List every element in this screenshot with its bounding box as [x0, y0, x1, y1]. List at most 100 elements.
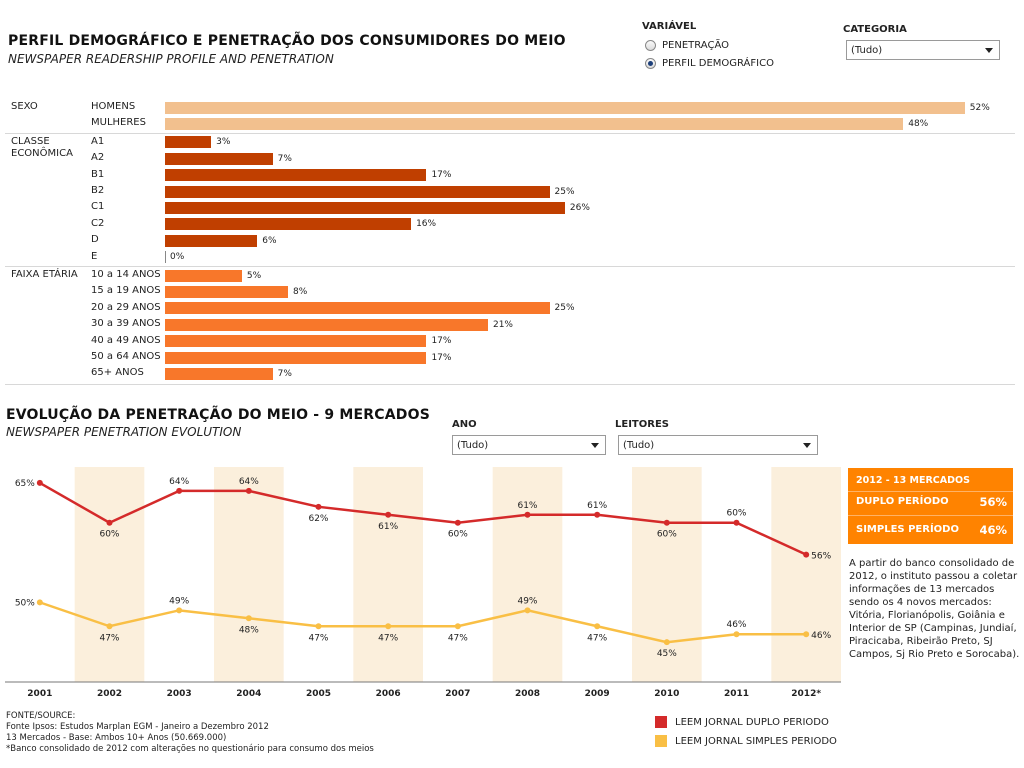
bar-value-label: 25% — [554, 303, 575, 314]
data-label: 56% — [811, 552, 831, 562]
radio-perfil-demografico[interactable]: PERFIL DEMOGRÁFICO — [645, 58, 774, 69]
data-point[interactable] — [385, 511, 392, 518]
chevron-down-icon — [591, 442, 599, 448]
data-point[interactable] — [663, 519, 670, 526]
info-box-header: 2012 - 13 MERCADOS — [856, 475, 970, 486]
x-tick-label: 2004 — [236, 689, 261, 699]
categoria-select[interactable]: (Tudo) — [846, 40, 1000, 60]
year-band — [74, 467, 145, 682]
group-divider — [5, 132, 1015, 134]
x-tick-label: 2006 — [376, 689, 401, 699]
bar-value-label: 17% — [431, 352, 452, 363]
leitores-select[interactable]: (Tudo) — [618, 435, 818, 455]
data-label: 62% — [308, 514, 328, 524]
bar-label: A2 — [91, 152, 105, 164]
bar[interactable] — [165, 335, 427, 348]
bar[interactable] — [165, 285, 289, 298]
bar[interactable] — [165, 101, 965, 114]
bar[interactable] — [165, 201, 565, 214]
data-point[interactable] — [594, 623, 601, 630]
data-label: 60% — [448, 530, 468, 540]
bar-value-label: 3% — [216, 137, 231, 148]
data-point[interactable] — [663, 639, 670, 646]
data-point[interactable] — [315, 623, 322, 630]
data-point[interactable] — [245, 487, 252, 494]
data-label: 49% — [517, 596, 537, 606]
bar-label: 15 a 19 ANOS — [91, 285, 161, 297]
categoria-select-value: (Tudo) — [851, 44, 883, 56]
data-point[interactable] — [803, 551, 810, 558]
data-label: 60% — [99, 530, 119, 540]
bar-value-label: 25% — [554, 186, 575, 197]
legend-item[interactable]: LEEM JORNAL DUPLO PERIODO — [655, 716, 837, 728]
info-description: A partir do banco consolidado de 2012, o… — [849, 558, 1020, 660]
group-label: FAIXA ETÁRIA — [11, 269, 78, 280]
bar[interactable] — [165, 302, 550, 315]
data-point[interactable] — [315, 503, 322, 510]
info-row-value: 56% — [979, 495, 1007, 509]
radio-selected-icon[interactable] — [645, 58, 656, 69]
radio-label: PENETRAÇÃO — [662, 40, 729, 51]
categoria-label: CATEGORIA — [843, 24, 907, 35]
year-band — [492, 467, 563, 682]
bar-value-label: 21% — [492, 319, 513, 330]
data-label: 60% — [657, 530, 677, 540]
data-point[interactable] — [176, 487, 183, 494]
data-point[interactable] — [454, 519, 461, 526]
info-row-label: SIMPLES PERÍODO — [856, 524, 959, 535]
legend-swatch — [655, 735, 667, 747]
source-line: FONTE/SOURCE: — [6, 711, 76, 721]
data-point[interactable] — [524, 511, 531, 518]
data-point[interactable] — [106, 519, 113, 526]
info-box: 2012 - 13 MERCADOS DUPLO PERÍODO 56% SIM… — [848, 468, 1013, 544]
bar[interactable] — [165, 152, 273, 165]
data-point[interactable] — [454, 623, 461, 630]
radio-penetracao[interactable]: PENETRAÇÃO — [645, 40, 729, 51]
data-point[interactable] — [385, 623, 392, 630]
bar[interactable] — [165, 169, 427, 182]
data-point[interactable] — [106, 623, 113, 630]
bar[interactable] — [165, 117, 904, 130]
source-notes: FONTE/SOURCE: Fonte Ipsos: Estudos Marpl… — [6, 711, 426, 755]
data-label: 47% — [99, 633, 119, 643]
page-subtitle: NEWSPAPER READERSHIP PROFILE AND PENETRA… — [8, 52, 334, 66]
bar-label: 10 a 14 ANOS — [91, 269, 161, 280]
data-point[interactable] — [733, 519, 740, 526]
data-point[interactable] — [524, 607, 531, 614]
data-point[interactable] — [36, 479, 43, 486]
ano-label: ANO — [452, 419, 477, 430]
bar[interactable] — [165, 318, 488, 331]
bar-value-label: 17% — [431, 170, 452, 181]
radio-icon[interactable] — [645, 40, 656, 51]
info-row-value: 46% — [979, 523, 1007, 537]
bar[interactable] — [165, 351, 427, 364]
bar-label: 50 a 64 ANOS — [91, 351, 161, 362]
group-label: SEXO — [11, 101, 38, 112]
data-point[interactable] — [803, 631, 810, 638]
bar[interactable] — [165, 269, 242, 282]
bar[interactable] — [165, 136, 212, 149]
evolution-title: EVOLUÇÃO DA PENETRAÇÃO DO MEIO - 9 MERCA… — [6, 407, 430, 423]
bar-value-label: 26% — [569, 202, 590, 213]
data-point[interactable] — [594, 511, 601, 518]
bar[interactable] — [165, 367, 273, 380]
bar[interactable] — [165, 218, 412, 231]
data-point[interactable] — [733, 631, 740, 638]
bar-label: 20 a 29 ANOS — [91, 301, 161, 313]
ano-select[interactable]: (Tudo) — [452, 435, 606, 455]
x-tick-label: 2007 — [445, 689, 470, 699]
bar[interactable] — [165, 185, 550, 198]
data-point[interactable] — [36, 599, 43, 606]
data-point[interactable] — [245, 615, 252, 622]
legend-item[interactable]: LEEM JORNAL SIMPLES PERIODO — [655, 735, 837, 747]
leitores-label: LEITORES — [615, 419, 669, 430]
bar[interactable] — [165, 234, 258, 247]
data-label: 49% — [169, 596, 189, 606]
bar[interactable] — [165, 251, 166, 264]
bar-label: MULHERES — [91, 117, 146, 129]
bar-label: C1 — [91, 201, 105, 213]
data-point[interactable] — [176, 607, 183, 614]
bar-label: HOMENS — [91, 101, 136, 112]
bar-value-label: 7% — [277, 153, 292, 164]
variavel-label: VARIÁVEL — [642, 21, 697, 32]
